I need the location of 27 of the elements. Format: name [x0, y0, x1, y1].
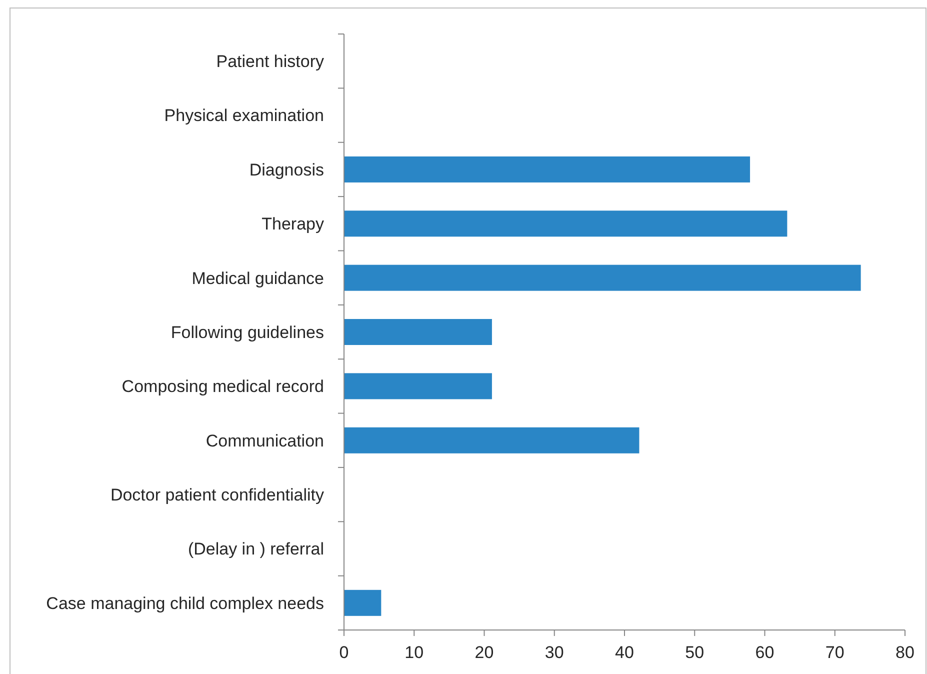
x-tick-label: 20	[474, 643, 494, 662]
bar	[344, 264, 861, 291]
bar	[344, 210, 788, 237]
bar	[344, 427, 640, 454]
x-tick-label: 40	[615, 643, 634, 662]
y-tick-label: Doctor patient confidentiality	[110, 485, 324, 504]
y-tick-label: Diagnosis	[249, 160, 324, 180]
x-tick-label: 0	[339, 643, 349, 662]
x-tick-label: 70	[825, 643, 844, 662]
bar	[344, 156, 750, 182]
y-tick-label: Composing medical record	[122, 377, 324, 396]
bar	[344, 373, 492, 400]
x-tick-label: 80	[896, 643, 914, 662]
bar	[344, 590, 382, 616]
x-tick-label: 30	[544, 643, 564, 662]
bar	[344, 318, 492, 346]
y-tick-label: Physical examination	[164, 106, 324, 126]
y-tick-label: Following guidelines	[170, 322, 324, 342]
y-tick-label: Patient history	[216, 52, 324, 72]
y-tick-label: Case managing child complex needs	[46, 594, 324, 613]
y-tick-label: Communication	[206, 431, 324, 450]
y-tick-label: Medical guidance	[192, 268, 324, 288]
y-tick-label: (Delay in ) referral	[188, 540, 324, 559]
y-tick-label: Therapy	[262, 214, 324, 234]
x-tick-label: 60	[755, 643, 774, 662]
x-tick-label: 50	[685, 643, 704, 662]
x-tick-label: 10	[404, 643, 424, 662]
